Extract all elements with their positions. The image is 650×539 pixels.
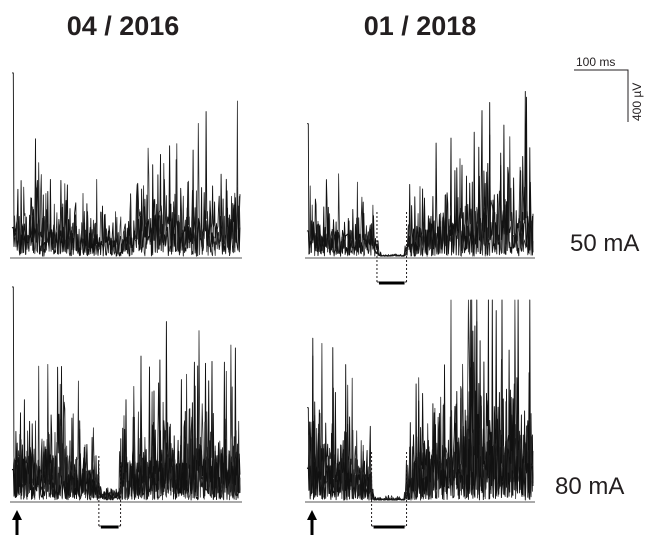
column-title-2016: 04 / 2016 <box>67 11 180 41</box>
row-label-80ma: 80 mA <box>555 473 624 500</box>
scale-bar: 100 ms 400 µV <box>574 55 644 122</box>
panel-2016-50ma <box>10 72 242 259</box>
row-label-50ma: 50 mA <box>570 230 639 257</box>
scale-bar-time-label: 100 ms <box>576 55 615 69</box>
up-arrow-icon <box>12 510 22 535</box>
emg-trace-5 <box>306 299 534 501</box>
scale-bar-amplitude-label: 400 µV <box>630 83 644 121</box>
emg-trace-5 <box>11 361 241 501</box>
emg-trace-3 <box>306 102 534 257</box>
column-title-2018: 01 / 2018 <box>364 11 477 41</box>
up-arrow-icon <box>307 510 317 535</box>
panel-2018-50ma <box>305 90 535 285</box>
panel-2016-80ma <box>10 286 242 535</box>
emg-trace-3 <box>11 149 241 257</box>
panel-2018-80ma <box>305 299 535 535</box>
scale-bar-lines <box>574 69 629 122</box>
